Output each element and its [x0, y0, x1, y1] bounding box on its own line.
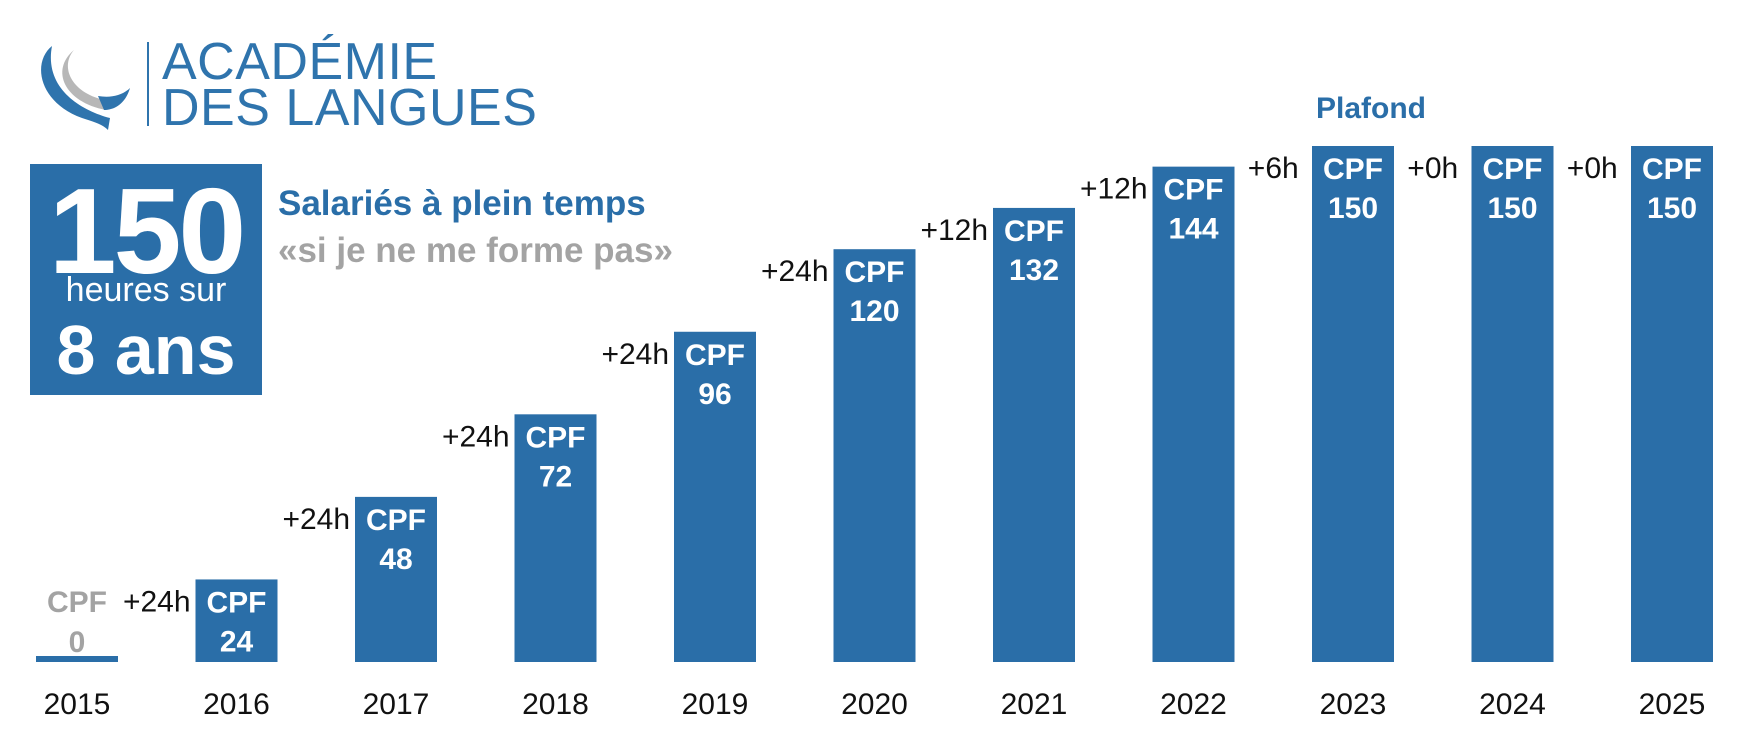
increment-label-2024: +0h [1407, 152, 1458, 185]
x-tick-label-2020: 2020 [841, 688, 908, 721]
bar-value-label-2018: 72 [539, 460, 572, 493]
bar-value-label-2025: 150 [1647, 192, 1697, 225]
bar-2020 [833, 249, 916, 662]
bar-label-prefix-2015: CPF [47, 586, 107, 619]
increment-label-2022: +12h [1080, 173, 1148, 206]
bar-2022 [1152, 166, 1235, 662]
bar-label-prefix-2020: CPF [845, 256, 905, 289]
x-tick-label-2019: 2019 [682, 688, 749, 721]
bar-value-label-2019: 96 [698, 378, 731, 411]
swoosh-logo-icon [41, 46, 130, 130]
x-tick-label-2023: 2023 [1320, 688, 1387, 721]
increment-label-2020: +24h [761, 255, 829, 288]
logo-divider [147, 42, 149, 126]
bar-value-label-2022: 144 [1168, 213, 1218, 246]
x-tick-label-2018: 2018 [522, 688, 589, 721]
x-tick-label-2016: 2016 [203, 688, 270, 721]
subtitle: Salariés à plein temps [278, 184, 646, 223]
x-tick-label-2022: 2022 [1160, 688, 1227, 721]
x-tick-label-2021: 2021 [1001, 688, 1068, 721]
bar-value-label-2016: 24 [220, 625, 254, 658]
bar-label-prefix-2022: CPF [1164, 174, 1224, 207]
bar-label-prefix-2023: CPF [1323, 153, 1383, 186]
increment-label-2018: +24h [442, 420, 510, 453]
bar-value-label-2015: 0 [69, 626, 86, 659]
increment-label-2019: +24h [601, 338, 669, 371]
x-tick-label-2024: 2024 [1479, 688, 1546, 721]
increment-label-2021: +12h [920, 214, 988, 247]
increment-label-2025: +0h [1567, 152, 1618, 185]
bar-value-label-2017: 48 [379, 543, 412, 576]
bar-2024 [1471, 146, 1554, 662]
logo: ACADÉMIE DES LANGUES [30, 33, 537, 136]
hours-badge: 150 heures sur 8 ans [30, 164, 262, 395]
bar-label-prefix-2018: CPF [526, 421, 586, 454]
bar-label-prefix-2017: CPF [366, 504, 426, 537]
bar-2019 [674, 331, 756, 662]
logo-line-1: ACADÉMIE [162, 33, 438, 91]
bar-2021 [993, 207, 1075, 663]
bar-2025 [1631, 146, 1713, 662]
bar-value-label-2023: 150 [1328, 192, 1378, 225]
badge-middle-text: heures sur [65, 271, 227, 309]
badge-bottom-text: 8 ans [56, 311, 236, 389]
increment-label-2023: +6h [1248, 152, 1299, 185]
quote-text: «si je ne me forme pas» [278, 231, 673, 270]
bar-2023 [1312, 146, 1394, 662]
x-tick-label-2015: 2015 [44, 688, 111, 721]
x-tick-label-2025: 2025 [1639, 688, 1706, 721]
x-tick-label-2017: 2017 [363, 688, 430, 721]
logo-line-2: DES LANGUES [162, 79, 538, 137]
bar-2016 [195, 579, 278, 662]
bar-label-prefix-2024: CPF [1483, 153, 1543, 186]
bar-value-label-2021: 132 [1009, 254, 1059, 287]
badge-number: 150 [48, 163, 247, 299]
increment-label-2016: +24h [123, 585, 191, 618]
bar-label-prefix-2016: CPF [207, 586, 267, 619]
bar-value-label-2020: 120 [849, 295, 899, 328]
plafond-annotation: Plafond [1316, 92, 1426, 125]
bar-2015 [36, 656, 118, 662]
bar-2018 [514, 414, 597, 662]
bar-label-prefix-2021: CPF [1004, 215, 1064, 248]
increment-label-2017: +24h [282, 503, 350, 536]
bar-label-prefix-2025: CPF [1642, 153, 1702, 186]
bar-2017 [355, 496, 437, 662]
bar-value-label-2024: 150 [1487, 192, 1537, 225]
bar-label-prefix-2019: CPF [685, 339, 745, 372]
